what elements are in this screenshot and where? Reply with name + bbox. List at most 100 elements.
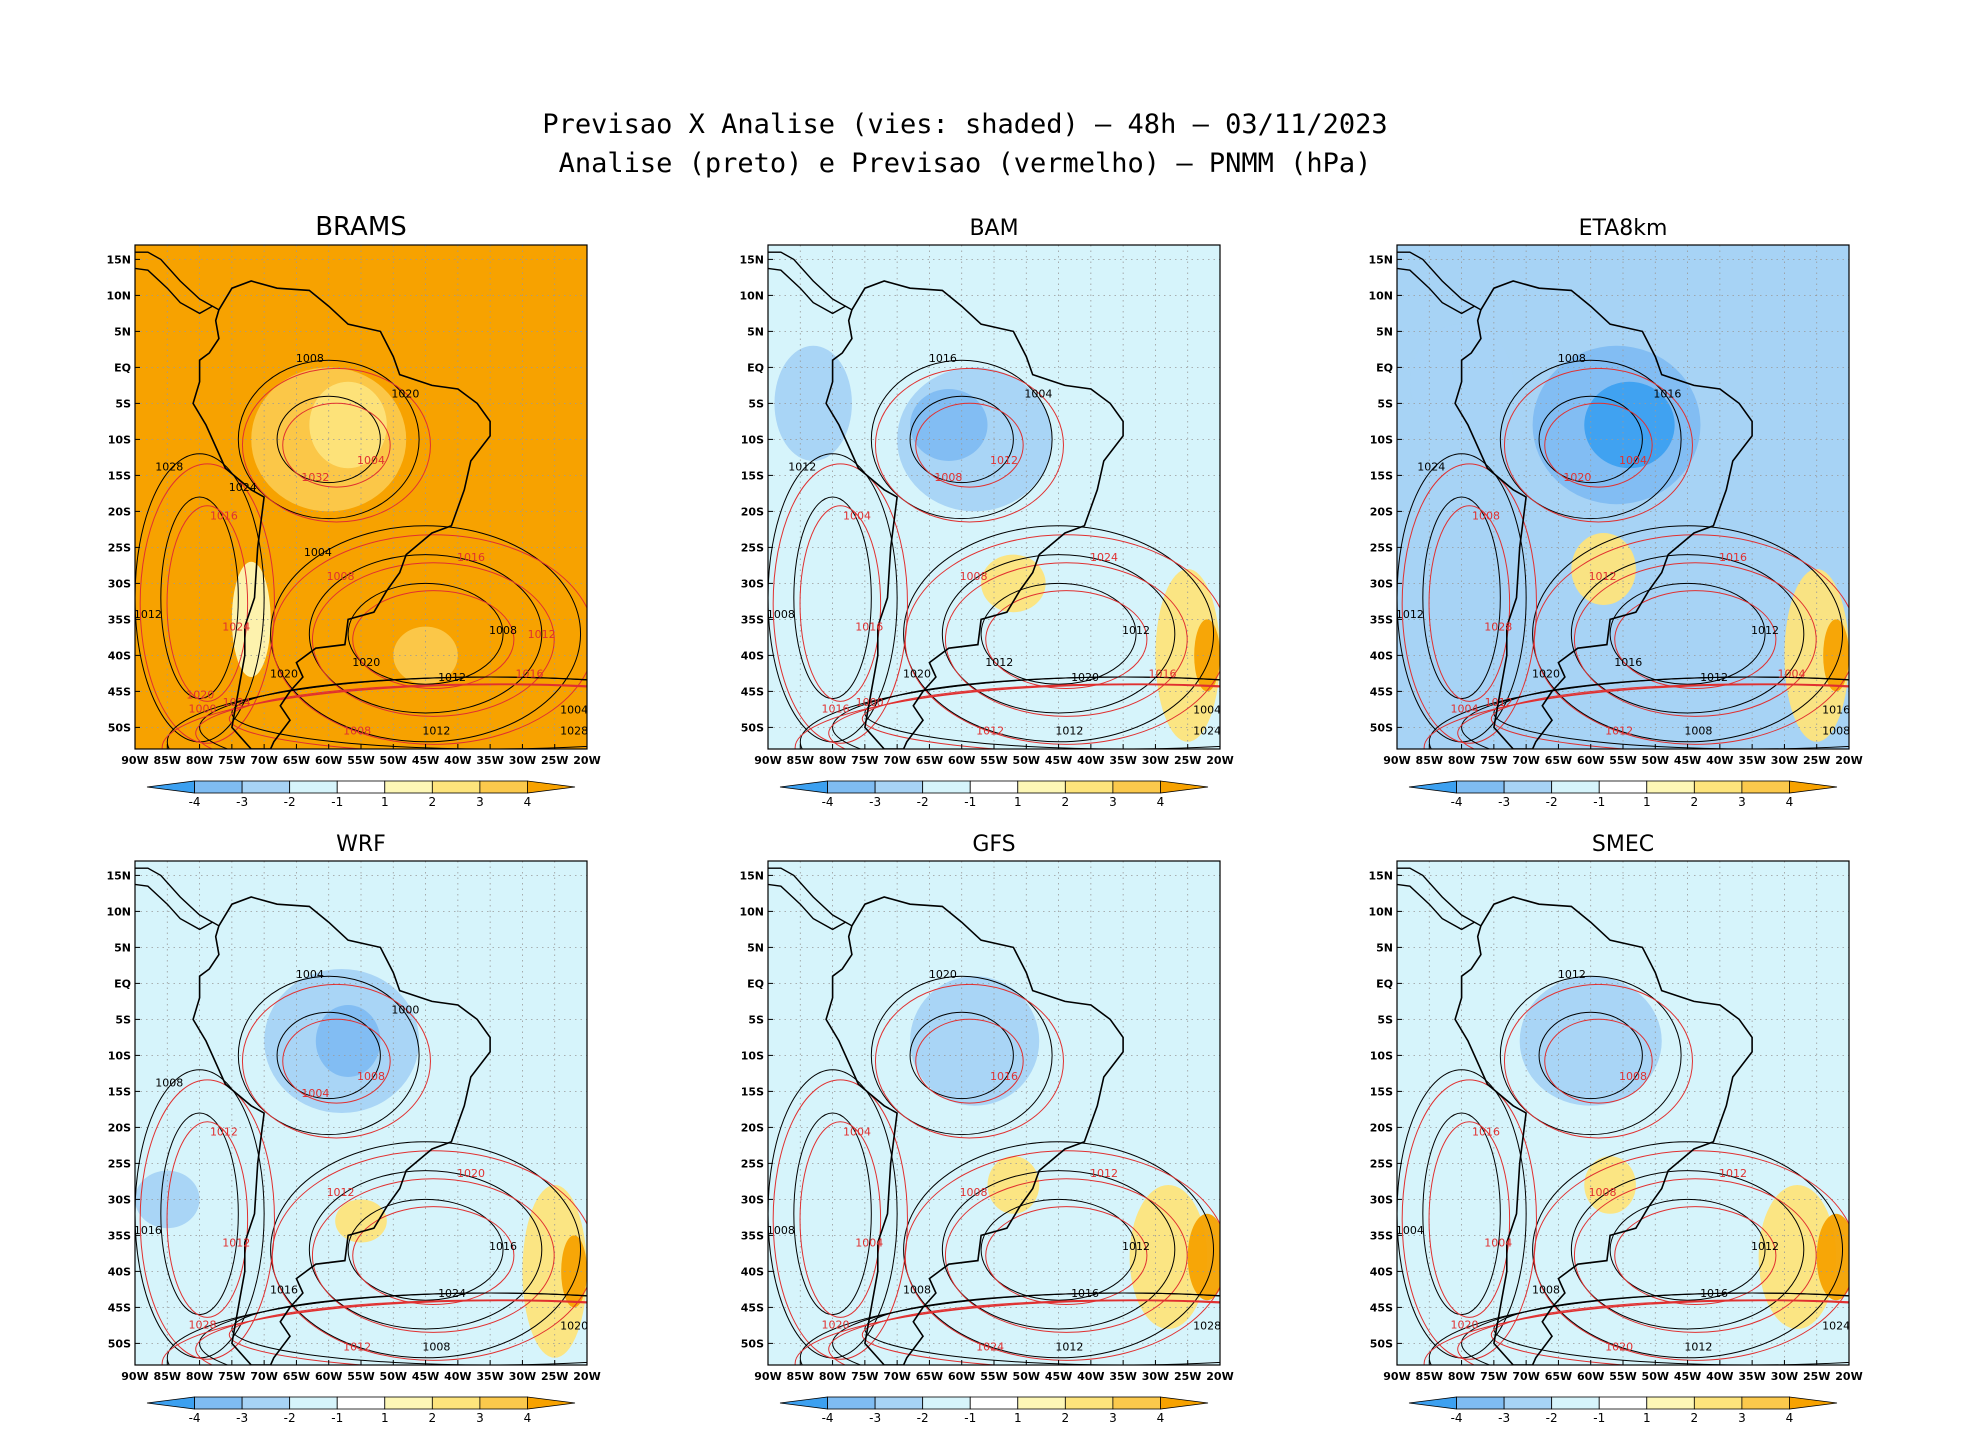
x-tick-label: 55W xyxy=(1609,1370,1636,1383)
panel-title: BAM xyxy=(969,216,1018,241)
central-america-outline xyxy=(768,251,853,315)
analysis-isobar xyxy=(768,1069,898,1359)
x-tick-label: 40W xyxy=(1077,754,1104,767)
analysis-isobar xyxy=(166,676,587,749)
isobar-label: 1008 xyxy=(1532,1284,1560,1297)
colorbar-segment xyxy=(241,1396,291,1410)
y-tick-label: 45S xyxy=(741,685,764,698)
x-tick-label: 25W xyxy=(1174,754,1201,767)
colorbar-label: -2 xyxy=(1546,1411,1558,1425)
isobar-label: 1012 xyxy=(1684,1341,1712,1354)
bias-patch xyxy=(981,554,1046,613)
colorbar-segment xyxy=(1408,1396,1457,1410)
isobar-label: 1012 xyxy=(343,1341,371,1354)
y-tick-label: 25S xyxy=(741,541,764,554)
isobar-label: 1004 xyxy=(855,1237,883,1250)
y-tick-label: 15N xyxy=(1368,869,1393,882)
panel-title: SMEC xyxy=(1592,832,1654,857)
forecast-isobar xyxy=(1428,505,1511,702)
colorbar-label: -2 xyxy=(917,1411,929,1425)
colorbar-segment xyxy=(1017,1396,1066,1410)
analysis-isobar xyxy=(909,395,1014,484)
x-tick-label: 65W xyxy=(916,1370,943,1383)
isobar-label: 1008 xyxy=(1822,725,1850,738)
y-tick-label: EQ xyxy=(747,361,764,374)
y-tick-label: 35S xyxy=(108,1229,131,1242)
x-tick-label: 75W xyxy=(1480,1370,1507,1383)
x-tick-label: 60W xyxy=(315,1370,342,1383)
isobar-label: 1016 xyxy=(270,1284,298,1297)
colorbar-segment xyxy=(194,1396,243,1410)
isobar-label: 1012 xyxy=(1122,624,1150,637)
colorbar-segment xyxy=(1112,780,1161,794)
isobar-label: 1024 xyxy=(1417,461,1445,474)
colorbar-label: -4 xyxy=(189,1411,201,1425)
figure-title-line2: Analise (preto) e Previsao (vermelho) – … xyxy=(559,148,1372,179)
y-tick-label: 5N xyxy=(114,941,131,954)
x-tick-label: 70W xyxy=(883,1370,910,1383)
colorbar-label: -3 xyxy=(1498,795,1510,809)
analysis-isobar xyxy=(941,554,1176,714)
analysis-isobar xyxy=(1499,359,1682,520)
panel-title: ETA8km xyxy=(1579,216,1668,241)
x-tick-label: 25W xyxy=(1174,1370,1201,1383)
panel-gfs: 1012 1008 1012 1004 1008 1016 1020 1024 1028 1020… xyxy=(739,832,1233,1425)
isobar-label: 1012 xyxy=(1055,1341,1083,1354)
colorbar-segment xyxy=(922,780,971,794)
x-tick-label: 80W xyxy=(1448,1370,1475,1383)
y-tick-label: 10N xyxy=(739,289,764,302)
analysis-isobar xyxy=(1538,395,1643,484)
colorbar-segment xyxy=(336,1396,386,1410)
isobar-label: 1016 xyxy=(1071,1287,1099,1300)
colorbar-label: 3 xyxy=(1109,1411,1117,1425)
central-america-outline xyxy=(135,867,220,931)
isobar-label: 1008 xyxy=(343,725,371,738)
forecast-isobar xyxy=(799,505,882,702)
y-tick-label: 50S xyxy=(108,721,131,734)
panel-title: GFS xyxy=(972,832,1015,857)
isobar-label: 1016 xyxy=(1614,656,1642,669)
y-tick-label: 30S xyxy=(108,577,131,590)
y-tick-label: 20S xyxy=(741,1121,764,1134)
x-tick-label: 20W xyxy=(1206,754,1233,767)
isobar-label: 1008 xyxy=(1589,1186,1617,1199)
x-tick-label: 75W xyxy=(851,1370,878,1383)
forecast-isobar xyxy=(241,367,431,523)
x-tick-label: 75W xyxy=(851,754,878,767)
forecast-isobar xyxy=(311,562,555,717)
y-tick-label: 20S xyxy=(108,1121,131,1134)
isobar-label: 1008 xyxy=(296,352,324,365)
colorbar-label: 4 xyxy=(1157,795,1165,809)
forecast-isobar xyxy=(985,590,1148,689)
x-tick-label: 85W xyxy=(154,1370,181,1383)
isobar-label: 1016 xyxy=(457,551,485,564)
colorbar-segment xyxy=(289,780,338,794)
y-tick-label: 5N xyxy=(747,941,764,954)
x-tick-label: 65W xyxy=(283,754,310,767)
y-tick-label: 10S xyxy=(1370,1049,1393,1062)
colorbar-label: -4 xyxy=(1451,795,1463,809)
isobar-label: 1016 xyxy=(1719,551,1747,564)
y-tick-label: 10S xyxy=(108,1049,131,1062)
isobar-label: 1004 xyxy=(296,968,324,981)
colorbar-segment xyxy=(1646,1396,1695,1410)
isobar-label: 1016 xyxy=(134,1224,162,1237)
isobar-label: 1008 xyxy=(903,1284,931,1297)
x-tick-label: 70W xyxy=(250,1370,277,1383)
isobar-label: 1020 xyxy=(1450,1318,1478,1331)
isobar-label: 1008 xyxy=(155,1077,183,1090)
continent-outline xyxy=(192,280,491,749)
colorbar-label: -2 xyxy=(917,795,929,809)
isobar-label: 1004 xyxy=(843,509,871,522)
isobar-label: 1008 xyxy=(960,1186,988,1199)
y-tick-label: 10N xyxy=(106,289,131,302)
colorbar-segment xyxy=(289,1396,338,1410)
isobar-label: 1012 xyxy=(1122,1240,1150,1253)
y-tick-label: 35S xyxy=(741,613,764,626)
forecast-isobar xyxy=(1614,590,1777,689)
isobar-label: 1020 xyxy=(821,1318,849,1331)
continent-outline xyxy=(1454,896,1753,1365)
analysis-isobar xyxy=(903,525,1215,743)
x-tick-label: 65W xyxy=(283,1370,310,1383)
forecast-isobar xyxy=(166,1121,249,1318)
